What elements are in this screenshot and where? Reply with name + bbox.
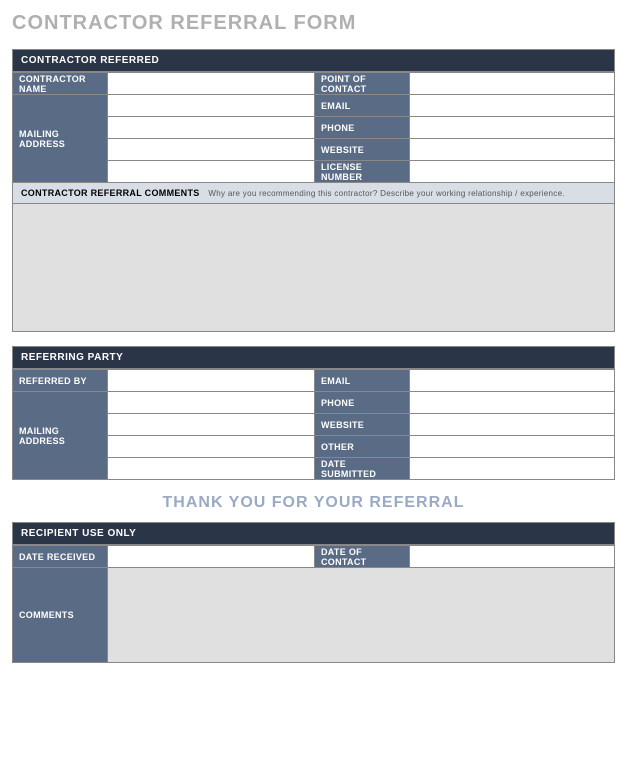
- contractor-name-value[interactable]: [108, 73, 315, 95]
- referring-website-label: WEBSITE: [315, 414, 410, 436]
- referred-by-label: REFERRED BY: [13, 370, 108, 392]
- recipient-header: RECIPIENT USE ONLY: [12, 522, 615, 545]
- contractor-comments-label: CONTRACTOR REFERRAL COMMENTS: [21, 188, 200, 198]
- contractor-mailing-label: MAILING ADDRESS: [13, 95, 108, 183]
- referring-mailing-1[interactable]: [108, 392, 315, 414]
- date-submitted-label: DATE SUBMITTED: [315, 458, 410, 480]
- referring-email-label: EMAIL: [315, 370, 410, 392]
- page-title: CONTRACTOR REFERRAL FORM: [12, 12, 615, 35]
- contractor-comments-header: CONTRACTOR REFERRAL COMMENTS Why are you…: [12, 183, 615, 204]
- contractor-mailing-2[interactable]: [108, 117, 315, 139]
- contractor-mailing-3[interactable]: [108, 139, 315, 161]
- referring-other-label: OTHER: [315, 436, 410, 458]
- recipient-comments-label: COMMENTS: [13, 568, 108, 663]
- referring-mailing-3[interactable]: [108, 436, 315, 458]
- recipient-section: RECIPIENT USE ONLY DATE RECEIVED DATE OF…: [12, 522, 615, 663]
- referring-table: REFERRED BY EMAIL MAILING ADDRESS PHONE …: [12, 369, 615, 480]
- contractor-license-value[interactable]: [410, 161, 615, 183]
- date-submitted-value[interactable]: [410, 458, 615, 480]
- referring-header: REFERRING PARTY: [12, 346, 615, 369]
- poc-value[interactable]: [410, 73, 615, 95]
- contractor-phone-label: PHONE: [315, 117, 410, 139]
- date-received-value[interactable]: [108, 546, 315, 568]
- referring-other-value[interactable]: [410, 436, 615, 458]
- recipient-table: DATE RECEIVED DATE OF CONTACT COMMENTS: [12, 545, 615, 663]
- recipient-comments-value[interactable]: [108, 568, 615, 663]
- referring-mailing-4[interactable]: [108, 458, 315, 480]
- referring-mailing-label: MAILING ADDRESS: [13, 392, 108, 480]
- contractor-website-value[interactable]: [410, 139, 615, 161]
- referring-phone-label: PHONE: [315, 392, 410, 414]
- contractor-section: CONTRACTOR REFERRED CONTRACTOR NAME POIN…: [12, 49, 615, 332]
- contractor-header: CONTRACTOR REFERRED: [12, 49, 615, 72]
- contractor-name-label: CONTRACTOR NAME: [13, 73, 108, 95]
- referred-by-value[interactable]: [108, 370, 315, 392]
- contractor-comments-body[interactable]: [12, 204, 615, 332]
- contractor-email-value[interactable]: [410, 95, 615, 117]
- contractor-comments-hint: Why are you recommending this contractor…: [208, 189, 564, 198]
- date-contact-value[interactable]: [410, 546, 615, 568]
- referring-website-value[interactable]: [410, 414, 615, 436]
- date-contact-label: DATE OF CONTACT: [315, 546, 410, 568]
- contractor-mailing-4[interactable]: [108, 161, 315, 183]
- thank-you-text: THANK YOU FOR YOUR REFERRAL: [12, 494, 615, 512]
- contractor-license-label: LICENSE NUMBER: [315, 161, 410, 183]
- contractor-mailing-1[interactable]: [108, 95, 315, 117]
- referring-section: REFERRING PARTY REFERRED BY EMAIL MAILIN…: [12, 346, 615, 480]
- contractor-phone-value[interactable]: [410, 117, 615, 139]
- date-received-label: DATE RECEIVED: [13, 546, 108, 568]
- contractor-email-label: EMAIL: [315, 95, 410, 117]
- referring-email-value[interactable]: [410, 370, 615, 392]
- contractor-table: CONTRACTOR NAME POINT OF CONTACT MAILING…: [12, 72, 615, 183]
- poc-label: POINT OF CONTACT: [315, 73, 410, 95]
- referring-mailing-2[interactable]: [108, 414, 315, 436]
- referring-phone-value[interactable]: [410, 392, 615, 414]
- contractor-website-label: WEBSITE: [315, 139, 410, 161]
